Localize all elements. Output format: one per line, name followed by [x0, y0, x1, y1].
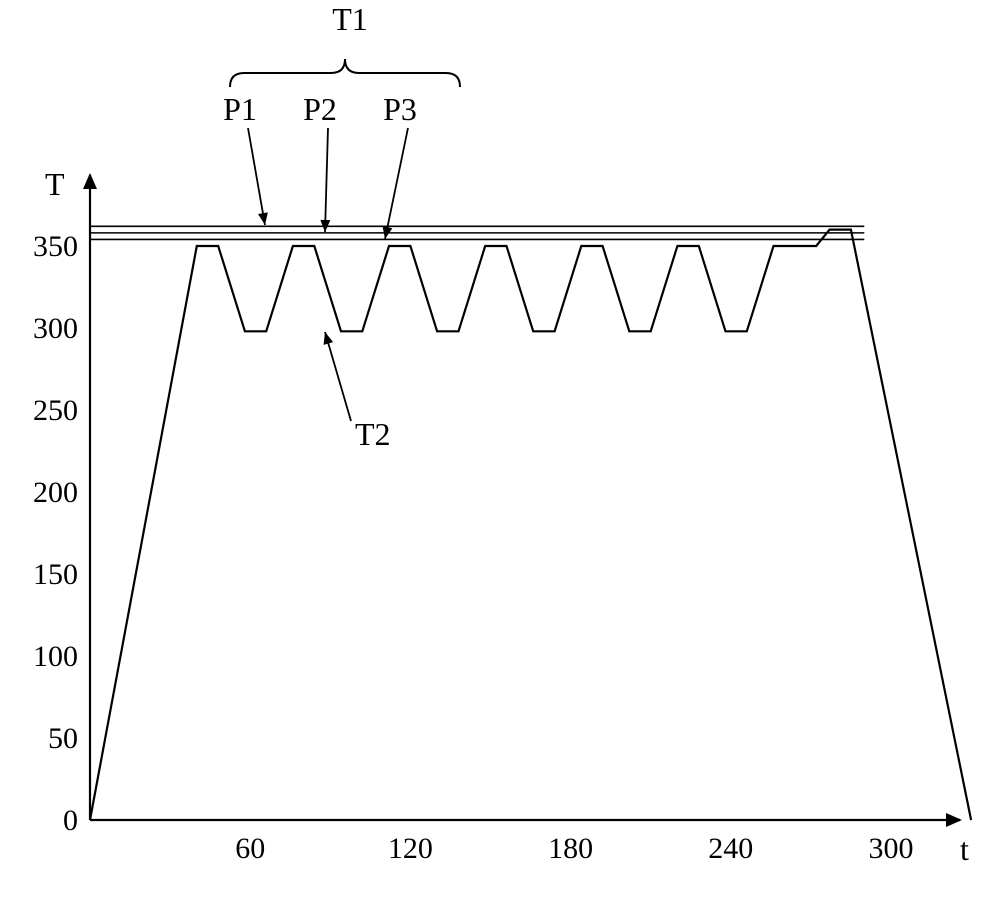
- arrow-line-P2: [325, 128, 328, 232]
- y-tick-label: 0: [63, 804, 78, 837]
- y-tick-label: 250: [33, 394, 78, 427]
- x-tick-label: 60: [235, 832, 265, 865]
- y-tick-label: 200: [33, 476, 78, 509]
- arrow-head-P1: [258, 212, 268, 225]
- brace-T1: [230, 59, 460, 87]
- x-tick-label: 120: [388, 832, 433, 865]
- x-axis-arrow: [946, 813, 962, 827]
- x-axis-label: t: [960, 831, 969, 867]
- label-P2: P2: [303, 91, 337, 127]
- y-tick-label: 150: [33, 558, 78, 591]
- temperature-profile: [90, 230, 971, 820]
- arrow-head-T2: [324, 332, 334, 345]
- x-tick-label: 180: [548, 832, 593, 865]
- arrow-line-P1: [248, 128, 265, 225]
- y-tick-label: 350: [33, 230, 78, 263]
- chart-container: Tt 0 50 100 150 200 250 300 350 60 120 180 240 300 T1 P…: [0, 0, 1000, 903]
- label-T1: T1: [332, 1, 368, 37]
- x-tick-label: 300: [869, 832, 914, 865]
- y-tick-label: 50: [48, 722, 78, 755]
- y-tick-label: 100: [33, 640, 78, 673]
- label-P3: P3: [383, 91, 417, 127]
- y-axis-label: T: [45, 166, 65, 202]
- y-tick-label: 300: [33, 312, 78, 345]
- label-T2: T2: [355, 416, 391, 452]
- arrow-line-T2: [325, 332, 351, 421]
- label-P1: P1: [223, 91, 257, 127]
- x-tick-label: 240: [708, 832, 753, 865]
- y-axis-arrow: [83, 173, 97, 189]
- chart-svg: Tt 0 50 100 150 200 250 300 350 60 120 180 240 300 T1 P…: [0, 0, 1000, 903]
- arrow-line-P3: [385, 128, 408, 239]
